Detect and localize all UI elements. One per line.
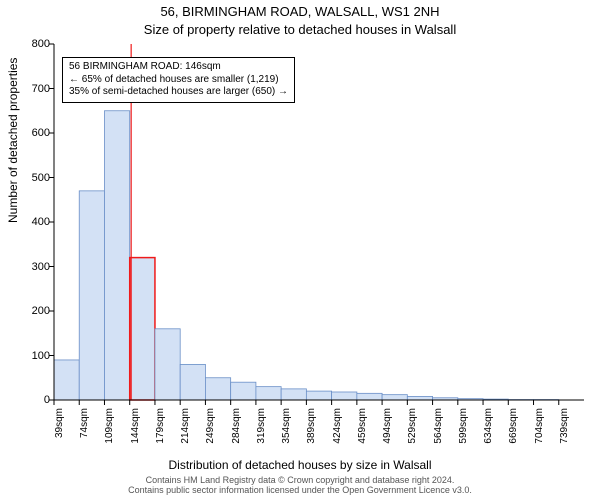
histogram-bar: [407, 396, 432, 400]
x-tick-label: 249sqm: [205, 408, 216, 448]
x-tick-label: 704sqm: [534, 408, 545, 448]
x-tick-label: 144sqm: [130, 408, 141, 448]
y-axis-label: Number of detached properties: [6, 58, 20, 223]
x-tick-label: 284sqm: [231, 408, 242, 448]
y-tick-label: 300: [20, 261, 50, 273]
y-tick-label: 600: [20, 127, 50, 139]
x-tick-label: 599sqm: [458, 408, 469, 448]
histogram-bar: [281, 389, 306, 400]
histogram-bar: [231, 382, 256, 400]
chart-title-main: 56, BIRMINGHAM ROAD, WALSALL, WS1 2NH: [0, 4, 600, 19]
footer-attribution: Contains HM Land Registry data © Crown c…: [0, 476, 600, 496]
histogram-bar: [130, 258, 155, 400]
histogram-bar: [155, 329, 180, 400]
x-tick-label: 319sqm: [256, 408, 267, 448]
histogram-bar: [332, 392, 357, 400]
x-tick-label: 459sqm: [357, 408, 368, 448]
annotation-line: ← 65% of detached houses are smaller (1,…: [69, 74, 288, 87]
x-tick-label: 669sqm: [508, 408, 519, 448]
y-tick-label: 500: [20, 172, 50, 184]
histogram-bar: [256, 387, 281, 400]
y-tick-label: 800: [20, 38, 50, 50]
x-tick-label: 564sqm: [433, 408, 444, 448]
y-tick-label: 100: [20, 350, 50, 362]
x-tick-label: 39sqm: [54, 408, 65, 448]
annotation-box: 56 BIRMINGHAM ROAD: 146sqm← 65% of detac…: [62, 57, 295, 103]
histogram-bar: [357, 393, 382, 400]
histogram-bar: [180, 364, 205, 400]
x-tick-label: 494sqm: [382, 408, 393, 448]
histogram-bar: [104, 111, 129, 400]
footer-line-2: Contains public sector information licen…: [128, 485, 472, 495]
x-tick-label: 389sqm: [306, 408, 317, 448]
y-tick-label: 400: [20, 216, 50, 228]
histogram-bar: [306, 391, 331, 400]
histogram-bar: [54, 360, 79, 400]
y-tick-label: 700: [20, 83, 50, 95]
x-tick-label: 739sqm: [559, 408, 570, 448]
chart-title-sub: Size of property relative to detached ho…: [0, 22, 600, 37]
histogram-bar: [79, 191, 104, 400]
x-tick-label: 424sqm: [332, 408, 343, 448]
x-tick-label: 109sqm: [104, 408, 115, 448]
x-axis-label: Distribution of detached houses by size …: [0, 458, 600, 472]
x-tick-label: 529sqm: [407, 408, 418, 448]
annotation-line: 35% of semi-detached houses are larger (…: [69, 86, 288, 99]
y-tick-label: 200: [20, 305, 50, 317]
x-tick-label: 354sqm: [281, 408, 292, 448]
histogram-bar: [205, 378, 230, 400]
x-tick-label: 179sqm: [155, 408, 166, 448]
annotation-line: 56 BIRMINGHAM ROAD: 146sqm: [69, 61, 288, 74]
x-tick-label: 214sqm: [180, 408, 191, 448]
x-tick-label: 634sqm: [483, 408, 494, 448]
histogram-bar: [382, 395, 407, 400]
x-tick-label: 74sqm: [79, 408, 90, 448]
y-tick-label: 0: [20, 394, 50, 406]
footer-line-1: Contains HM Land Registry data © Crown c…: [146, 475, 455, 485]
